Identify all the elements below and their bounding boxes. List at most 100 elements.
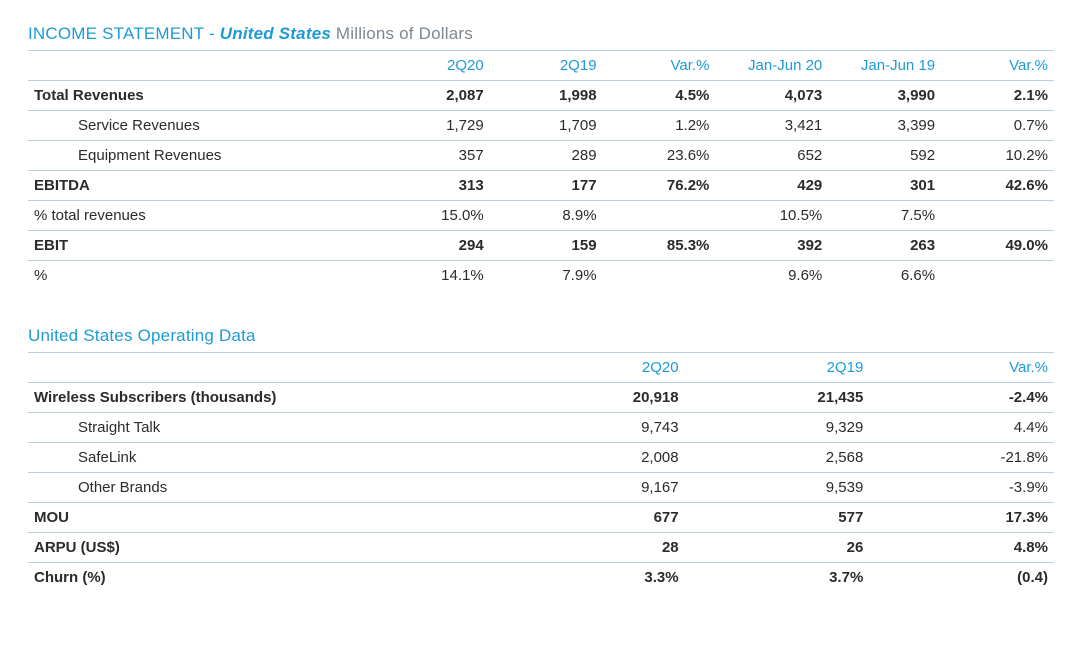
income-row: EBITDA31317776.2%42930142.6% — [28, 171, 1054, 201]
operating-cell: 577 — [685, 503, 870, 533]
income-cell: 1,709 — [490, 111, 603, 141]
income-row-label: EBITDA — [28, 171, 377, 201]
income-cell: 10.5% — [715, 201, 828, 231]
income-row: EBIT29415985.3%39226349.0% — [28, 231, 1054, 261]
income-cell: 357 — [377, 141, 490, 171]
income-row: %14.1%7.9%9.6%6.6% — [28, 261, 1054, 291]
operating-row-label: SafeLink — [28, 443, 500, 473]
operating-cell: 9,329 — [685, 413, 870, 443]
income-row: Total Revenues2,0871,9984.5%4,0733,9902.… — [28, 81, 1054, 111]
income-cell: 7.5% — [828, 201, 941, 231]
operating-row-label: Other Brands — [28, 473, 500, 503]
operating-row: Straight Talk9,7439,3294.4% — [28, 413, 1054, 443]
income-cell: 42.6% — [941, 171, 1054, 201]
income-thead: 2Q202Q19Var.%Jan-Jun 20Jan-Jun 19Var.% — [28, 51, 1054, 81]
income-cell: 23.6% — [603, 141, 716, 171]
income-cell: 301 — [828, 171, 941, 201]
income-cell: 14.1% — [377, 261, 490, 291]
income-title-units: Millions of Dollars — [331, 24, 473, 43]
operating-header-0: 2Q20 — [500, 353, 685, 383]
operating-row: Wireless Subscribers (thousands)20,91821… — [28, 383, 1054, 413]
operating-row-label: ARPU (US$) — [28, 533, 500, 563]
income-cell: 1,729 — [377, 111, 490, 141]
income-header-5: Var.% — [941, 51, 1054, 81]
operating-thead: 2Q202Q19Var.% — [28, 353, 1054, 383]
income-cell: 9.6% — [715, 261, 828, 291]
operating-header-2: Var.% — [869, 353, 1054, 383]
operating-row: MOU67757717.3% — [28, 503, 1054, 533]
operating-cell: 677 — [500, 503, 685, 533]
operating-cell: 17.3% — [869, 503, 1054, 533]
operating-tbody: Wireless Subscribers (thousands)20,91821… — [28, 383, 1054, 593]
operating-row: ARPU (US$)28264.8% — [28, 533, 1054, 563]
income-header-3: Jan-Jun 20 — [715, 51, 828, 81]
section-spacer — [28, 290, 1054, 326]
income-cell: 3,990 — [828, 81, 941, 111]
income-row-label: Service Revenues — [28, 111, 377, 141]
operating-row: Other Brands9,1679,539-3.9% — [28, 473, 1054, 503]
operating-header-row: 2Q202Q19Var.% — [28, 353, 1054, 383]
operating-cell: 4.8% — [869, 533, 1054, 563]
income-cell: 49.0% — [941, 231, 1054, 261]
income-header-1: 2Q19 — [490, 51, 603, 81]
income-cell: 4,073 — [715, 81, 828, 111]
operating-cell: 26 — [685, 533, 870, 563]
operating-row-label: MOU — [28, 503, 500, 533]
income-cell: 294 — [377, 231, 490, 261]
operating-cell: 9,743 — [500, 413, 685, 443]
operating-cell: -21.8% — [869, 443, 1054, 473]
operating-row: Churn (%)3.3%3.7%(0.4) — [28, 563, 1054, 593]
income-cell: 313 — [377, 171, 490, 201]
operating-cell: 9,539 — [685, 473, 870, 503]
income-title-dash: - — [204, 24, 220, 43]
income-cell: 85.3% — [603, 231, 716, 261]
income-cell: 652 — [715, 141, 828, 171]
income-row-label: Equipment Revenues — [28, 141, 377, 171]
income-cell: 392 — [715, 231, 828, 261]
income-cell: 159 — [490, 231, 603, 261]
operating-table: 2Q202Q19Var.% Wireless Subscribers (thou… — [28, 352, 1054, 592]
income-header-blank — [28, 51, 377, 81]
operating-cell: 21,435 — [685, 383, 870, 413]
operating-title: United States Operating Data — [28, 326, 1054, 346]
operating-cell: (0.4) — [869, 563, 1054, 593]
income-title: INCOME STATEMENT - United States Million… — [28, 24, 1054, 44]
operating-row: SafeLink2,0082,568-21.8% — [28, 443, 1054, 473]
income-cell — [941, 201, 1054, 231]
income-cell: 289 — [490, 141, 603, 171]
income-header-2: Var.% — [603, 51, 716, 81]
income-cell: 3,421 — [715, 111, 828, 141]
income-cell: 1,998 — [490, 81, 603, 111]
income-cell: 6.6% — [828, 261, 941, 291]
income-header-row: 2Q202Q19Var.%Jan-Jun 20Jan-Jun 19Var.% — [28, 51, 1054, 81]
income-cell: 15.0% — [377, 201, 490, 231]
operating-cell: -3.9% — [869, 473, 1054, 503]
operating-cell: 2,008 — [500, 443, 685, 473]
operating-cell: 3.3% — [500, 563, 685, 593]
income-cell: 1.2% — [603, 111, 716, 141]
income-cell: 429 — [715, 171, 828, 201]
income-cell: 592 — [828, 141, 941, 171]
income-title-main: INCOME STATEMENT — [28, 24, 204, 43]
operating-cell: 4.4% — [869, 413, 1054, 443]
operating-header-1: 2Q19 — [685, 353, 870, 383]
income-cell: 263 — [828, 231, 941, 261]
income-row-label: % — [28, 261, 377, 291]
income-cell: 2,087 — [377, 81, 490, 111]
income-cell: 3,399 — [828, 111, 941, 141]
income-row-label: Total Revenues — [28, 81, 377, 111]
income-cell — [603, 201, 716, 231]
operating-row-label: Churn (%) — [28, 563, 500, 593]
income-row-label: EBIT — [28, 231, 377, 261]
income-cell: 177 — [490, 171, 603, 201]
operating-cell: 9,167 — [500, 473, 685, 503]
income-cell: 76.2% — [603, 171, 716, 201]
income-cell: 0.7% — [941, 111, 1054, 141]
income-cell: 10.2% — [941, 141, 1054, 171]
income-table: 2Q202Q19Var.%Jan-Jun 20Jan-Jun 19Var.% T… — [28, 50, 1054, 290]
income-tbody: Total Revenues2,0871,9984.5%4,0733,9902.… — [28, 81, 1054, 291]
income-header-0: 2Q20 — [377, 51, 490, 81]
operating-row-label: Wireless Subscribers (thousands) — [28, 383, 500, 413]
income-cell: 2.1% — [941, 81, 1054, 111]
income-header-4: Jan-Jun 19 — [828, 51, 941, 81]
